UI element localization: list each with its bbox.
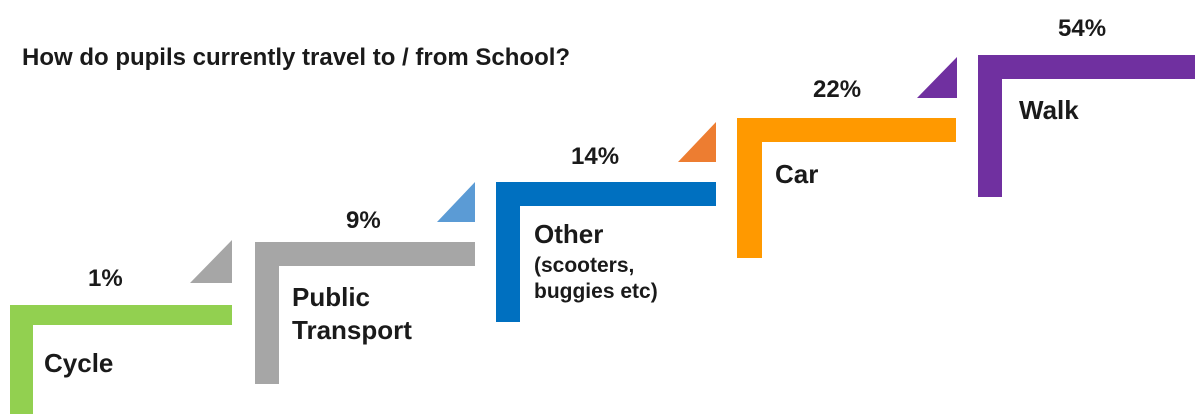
step-triangle-1 [437, 182, 475, 222]
category-label-1-1: Transport [292, 315, 412, 345]
category-label-0-0: Cycle [44, 348, 113, 378]
step-bar-0 [10, 305, 232, 414]
value-label-3: 22% [813, 76, 861, 103]
value-label-2: 14% [571, 143, 619, 170]
value-label-0: 1% [88, 265, 123, 292]
step-triangle-3 [917, 57, 957, 98]
category-label-1-0: Public [292, 282, 370, 312]
step-triangle-0 [190, 240, 232, 283]
step-bar-1 [255, 242, 475, 384]
step-bar-3 [737, 118, 956, 258]
value-label-4: 54% [1058, 15, 1106, 42]
value-label-1: 9% [346, 207, 381, 234]
category-label-2-1: (scooters, [534, 254, 634, 277]
chart-title: How do pupils currently travel to / from… [22, 44, 571, 71]
category-label-2-2: buggies etc) [534, 280, 658, 303]
category-label-3-0: Car [775, 159, 818, 189]
category-label-4-0: Walk [1019, 95, 1079, 125]
category-label-2-0: Other [534, 219, 603, 249]
step-bar-4 [978, 55, 1195, 197]
step-bar-2 [496, 182, 716, 322]
step-triangle-2 [678, 122, 716, 162]
